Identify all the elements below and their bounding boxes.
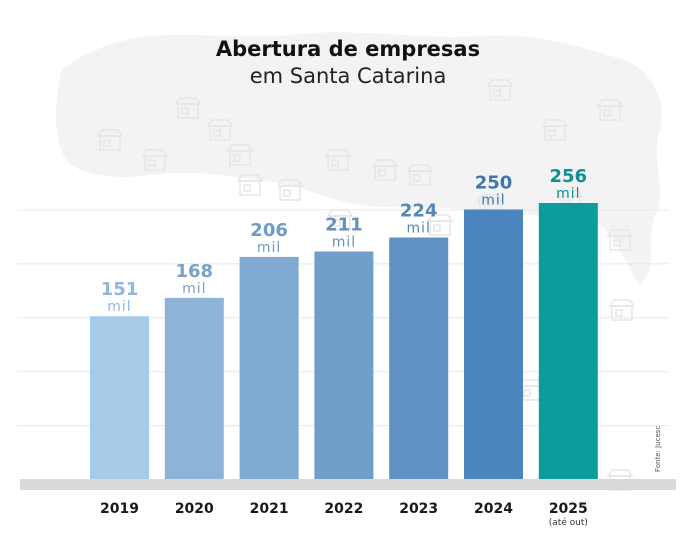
value-label: 256 <box>550 166 588 187</box>
value-label: 224 <box>400 201 438 222</box>
store-icon <box>96 129 124 151</box>
chart-title: Abertura de empresas <box>216 37 480 61</box>
store-icon <box>371 159 399 181</box>
bar-2021 <box>239 256 299 479</box>
store-icon <box>324 149 352 171</box>
x-tick-label: 2025 <box>549 501 588 517</box>
x-tick-label: 2024 <box>474 501 513 517</box>
bar-2024 <box>464 209 523 479</box>
baseline <box>20 479 676 490</box>
store-icon <box>226 144 254 166</box>
value-label: 168 <box>176 261 214 282</box>
unit-label: mil <box>332 235 356 251</box>
unit-label: mil <box>257 240 281 256</box>
value-label: 206 <box>250 220 288 241</box>
x-axis-ticks: 2019 2020 2021 2022 2023 2024 2025(até out) <box>100 501 588 528</box>
x-tick-label: 2021 <box>250 501 289 517</box>
store-icon <box>426 214 454 236</box>
x-tick-label: 2020 <box>175 501 214 517</box>
x-tick-label: 2022 <box>324 501 363 517</box>
x-tick-note: (até out) <box>549 517 588 528</box>
value-label: 250 <box>475 172 513 193</box>
x-tick-label: 2023 <box>399 501 438 517</box>
store-icon <box>486 79 514 101</box>
value-label: 151 <box>101 279 139 300</box>
source-note: Fonte: Jucesc <box>654 426 662 472</box>
store-icon <box>596 99 624 121</box>
unit-label: mil <box>556 186 580 202</box>
store-icon <box>541 119 569 141</box>
data-labels: 151mil168mil206mil211mil224mil250mil256m… <box>101 166 587 315</box>
bars <box>90 203 598 479</box>
store-icon <box>174 97 202 119</box>
unit-label: mil <box>107 299 131 315</box>
unit-label: mil <box>406 221 430 237</box>
unit-label: mil <box>481 192 505 208</box>
bar-2019 <box>90 316 149 479</box>
unit-label: mil <box>182 281 206 297</box>
x-tick-label: 2019 <box>100 501 139 517</box>
store-icon <box>606 229 634 251</box>
chart-subtitle: em Santa Catarina <box>250 64 447 88</box>
store-icon <box>276 179 304 201</box>
bar-2020 <box>164 297 224 479</box>
bar-2023 <box>389 237 449 479</box>
store-icon <box>236 174 264 196</box>
store-icon <box>141 149 169 171</box>
value-label: 211 <box>325 215 363 236</box>
store-icon <box>406 164 434 186</box>
store-icon <box>608 299 636 321</box>
store-icon <box>206 119 234 141</box>
bar-2022 <box>314 251 374 479</box>
bar-2025 <box>538 203 598 479</box>
